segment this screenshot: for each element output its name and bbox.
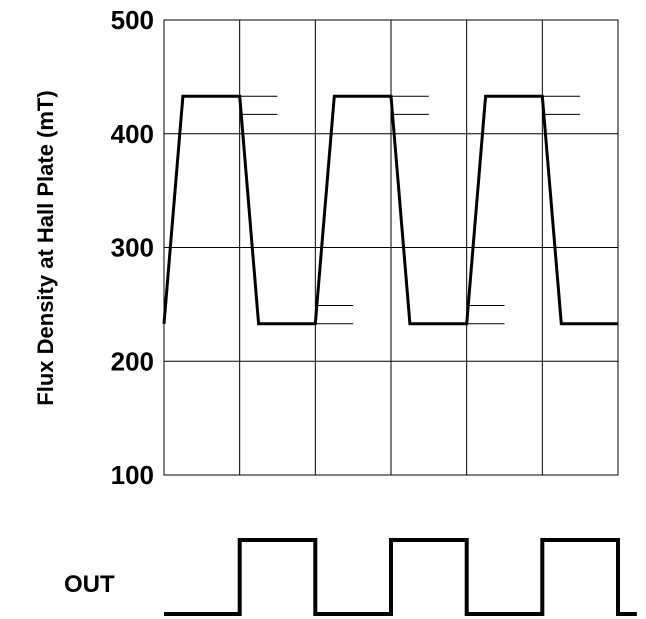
out-label: OUT	[64, 571, 115, 598]
y-tick-label: 100	[111, 460, 154, 490]
y-tick-labels: 100 200 300 400 500	[111, 5, 154, 490]
y-tick-label: 200	[111, 346, 154, 376]
y-tick-label: 500	[111, 5, 154, 35]
out-signal-line	[164, 538, 637, 616]
threshold-markers	[239, 95, 581, 325]
chart-grid	[163, 19, 619, 476]
flux-density-line	[162, 94, 618, 326]
y-tick-label: 400	[111, 119, 154, 149]
y-axis-label: Flux Density at Hall Plate (mT)	[33, 90, 58, 405]
y-tick-label: 300	[111, 233, 154, 263]
